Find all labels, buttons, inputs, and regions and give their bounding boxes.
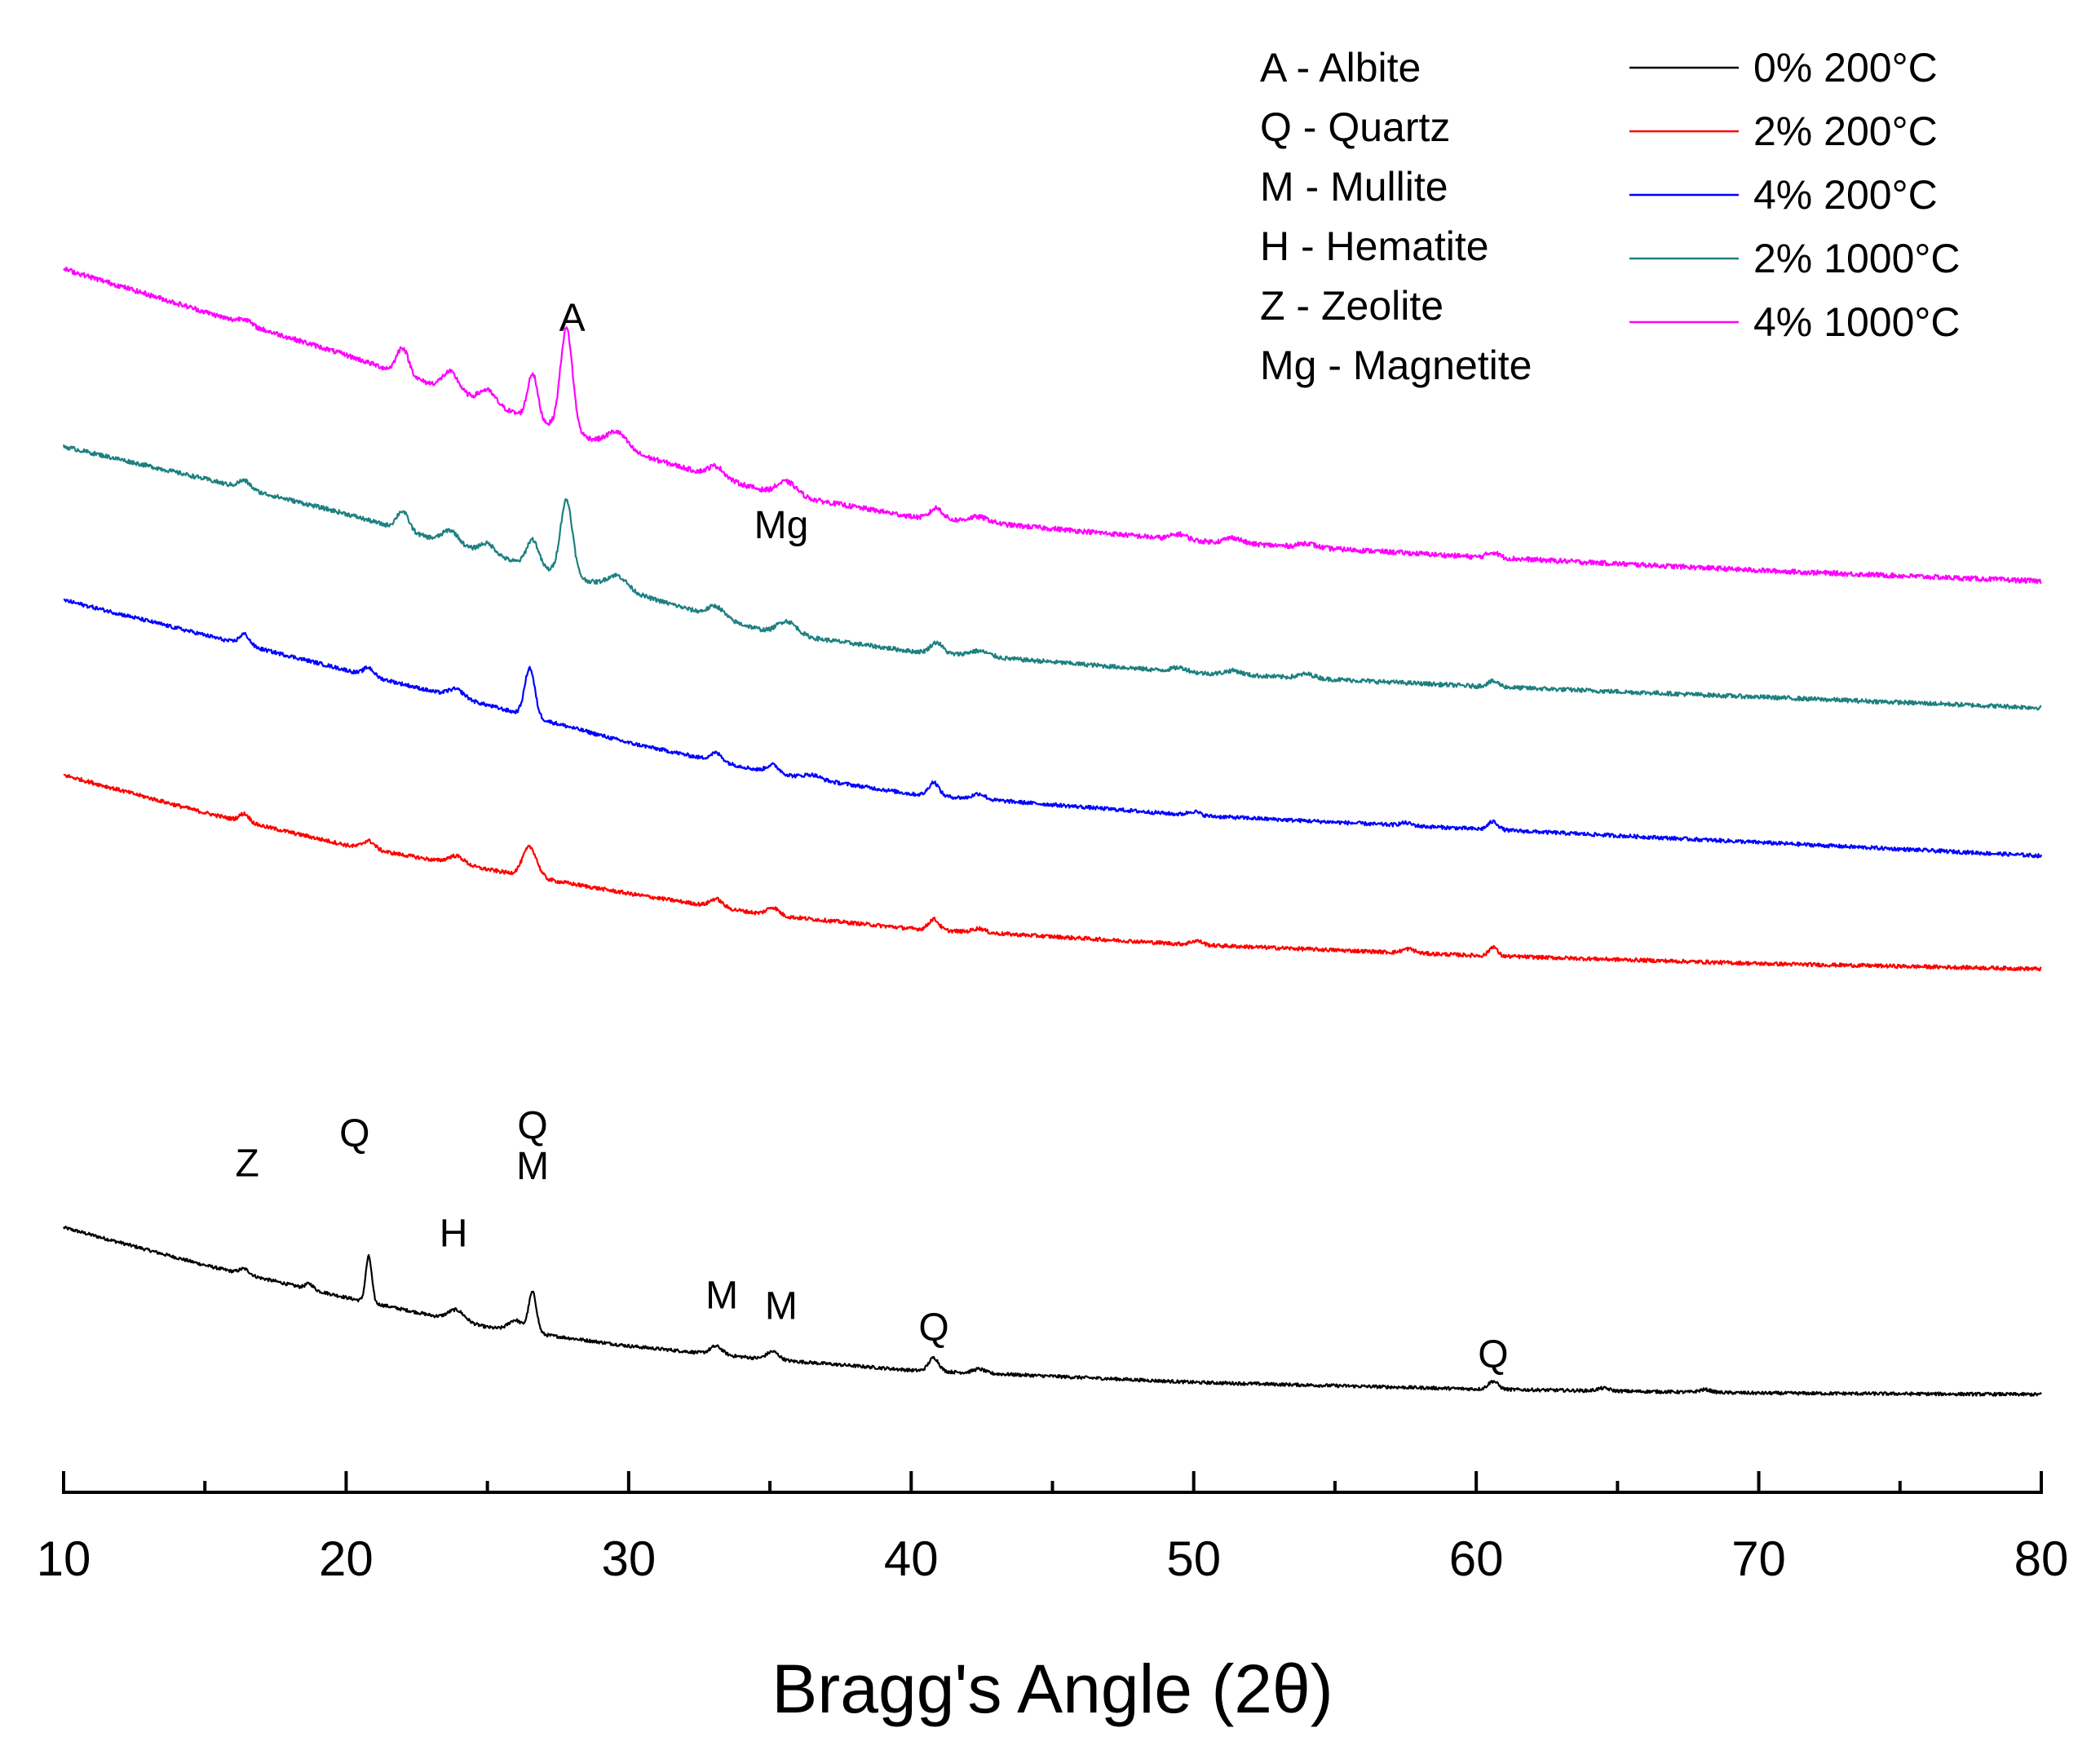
phase-key-item: Q - Quartz xyxy=(1260,104,1450,150)
peak-label: Mg xyxy=(754,504,809,547)
x-tick-label: 30 xyxy=(601,1531,656,1586)
series-line-3 xyxy=(62,444,2042,711)
x-tick-label: 70 xyxy=(1731,1531,1786,1586)
peak-label: M xyxy=(705,1274,738,1317)
legend-label: 4% 1000°C xyxy=(1753,299,1961,345)
peak-label: Z xyxy=(236,1142,259,1186)
peak-label: Q xyxy=(517,1104,547,1147)
peak-label: H xyxy=(440,1212,468,1255)
phase-key-item: A - Albite xyxy=(1260,45,1421,91)
phase-key-item: Mg - Magnetite xyxy=(1260,342,1532,388)
phase-key-item: Z - Zeolite xyxy=(1260,283,1443,329)
phase-key-item: H - Hematite xyxy=(1260,223,1489,269)
phase-key-item: M - Mullite xyxy=(1260,164,1448,210)
series-line-2 xyxy=(63,599,2043,859)
series-line-4 xyxy=(63,266,2042,585)
legend-label: 2% 200°C xyxy=(1753,108,1938,154)
x-tick-label: 60 xyxy=(1449,1531,1504,1586)
x-tick-label: 20 xyxy=(319,1531,374,1586)
x-tick-label: 40 xyxy=(884,1531,939,1586)
peak-label: Q xyxy=(1478,1333,1508,1377)
peak-label: M xyxy=(765,1285,798,1328)
legend-label: 0% 200°C xyxy=(1753,45,1938,91)
series-line-0 xyxy=(63,1225,2042,1397)
peak-label: Q xyxy=(339,1112,369,1156)
series-line-1 xyxy=(63,774,2042,972)
x-tick-label: 50 xyxy=(1166,1531,1221,1586)
peak-label: Q xyxy=(918,1306,948,1350)
series-layer xyxy=(62,266,2043,1397)
x-tick-label: 80 xyxy=(2014,1531,2069,1586)
phase-key: A - Albite Q - Quartz M - Mullite H - Hemat… xyxy=(1260,45,1532,388)
x-axis-title: Bragg's Angle (2θ) xyxy=(771,1651,1333,1727)
legend-label: 2% 1000°C xyxy=(1753,236,1961,281)
legend: 0% 200°C 2% 200°C 4% 200°C 2% 1000°C 4% 1000… xyxy=(1629,45,1961,345)
peak-label: M xyxy=(516,1145,549,1188)
x-tick-label: 10 xyxy=(37,1531,91,1586)
x-axis-ticks: 10 20 30 40 50 60 70 80 xyxy=(37,1471,2069,1586)
x-axis: 10 20 30 40 50 60 70 80 Bragg's Angle (2θ) xyxy=(37,1471,2069,1727)
peak-label: A xyxy=(559,297,586,340)
legend-label: 4% 200°C xyxy=(1753,172,1938,218)
